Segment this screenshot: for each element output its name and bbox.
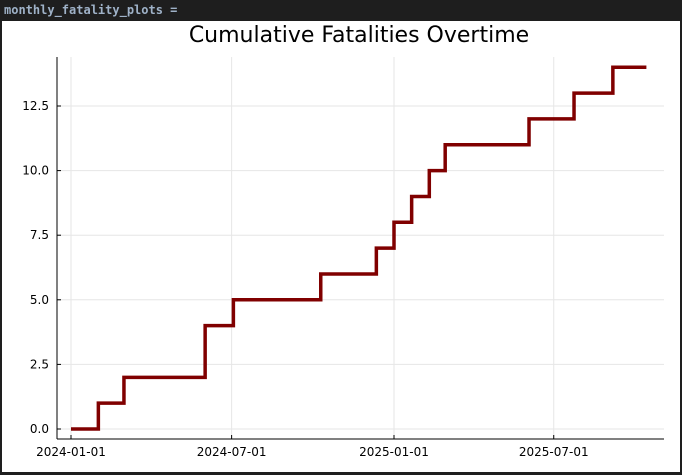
y-tick-label: 0.0 bbox=[30, 422, 49, 436]
cumulative-fatalities-chart: 0.0 2.5 5.0 7.5 10.0 12.5 2024-01-01 2024-07-0… bbox=[22, 23, 664, 459]
variable-name: monthly_fatality_plots bbox=[4, 3, 163, 17]
chart-title: Cumulative Fatalities Overtime bbox=[189, 23, 529, 48]
y-tick-label: 2.5 bbox=[30, 357, 49, 371]
plot-output: 0.0 2.5 5.0 7.5 10.0 12.5 2024-01-01 2024-07-0… bbox=[2, 21, 680, 472]
y-tick-label: 10.0 bbox=[22, 164, 49, 178]
cell-header: monthly_fatality_plots = bbox=[0, 0, 682, 21]
cell-variable-label: monthly_fatality_plots = bbox=[4, 3, 177, 17]
axes bbox=[56, 57, 664, 440]
x-tick-label: 2025-01-01 bbox=[359, 445, 429, 459]
y-tick-label: 7.5 bbox=[30, 228, 49, 242]
x-tick-labels: 2024-01-01 2024-07-01 2025-01-01 2025-07-01 bbox=[36, 445, 588, 459]
series-group bbox=[70, 65, 647, 431]
x-tick-label: 2025-07-01 bbox=[519, 445, 589, 459]
series-line bbox=[71, 65, 647, 431]
assignment-sign: = bbox=[162, 3, 178, 17]
y-tick-label: 12.5 bbox=[22, 99, 49, 113]
y-tick-label: 5.0 bbox=[30, 293, 49, 307]
y-tick-labels: 0.0 2.5 5.0 7.5 10.0 12.5 bbox=[22, 99, 49, 436]
x-tick-label: 2024-01-01 bbox=[36, 445, 106, 459]
x-tick-label: 2024-07-01 bbox=[197, 445, 267, 459]
